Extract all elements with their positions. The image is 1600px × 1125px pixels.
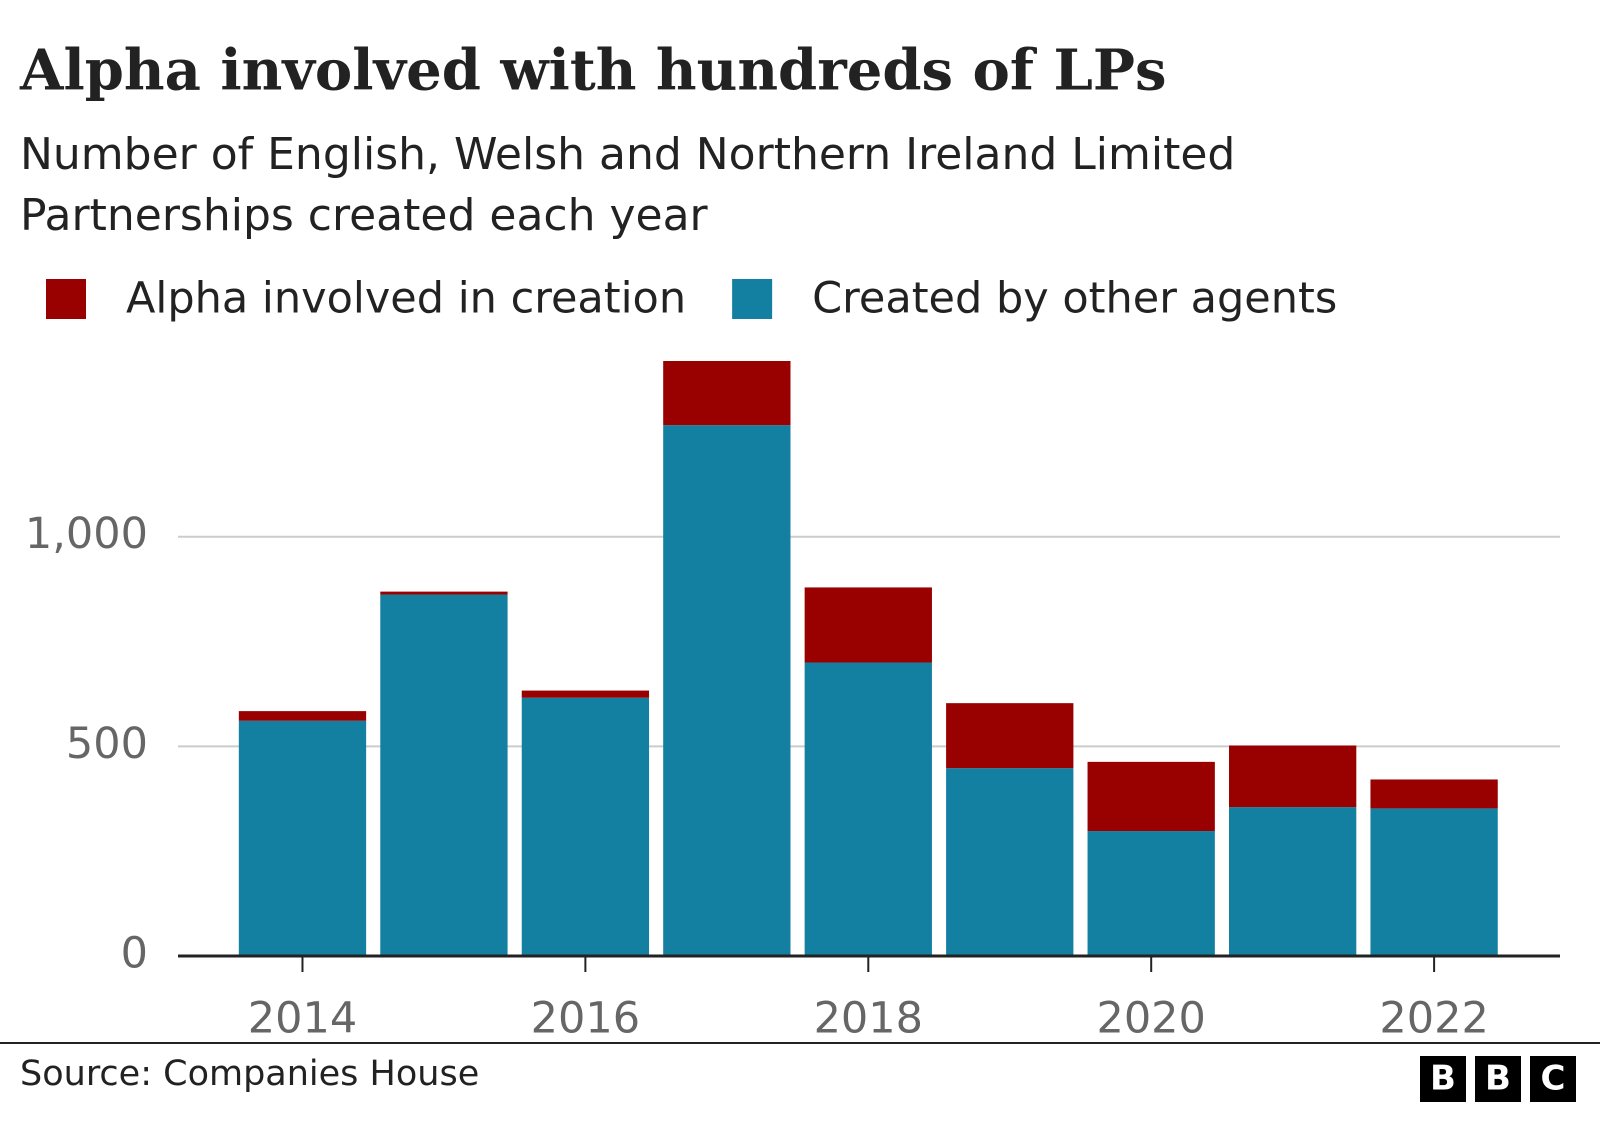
bar-segment xyxy=(380,594,508,956)
legend-swatch xyxy=(46,279,86,319)
x-tick-label: 2014 xyxy=(248,994,357,1044)
bar-segment xyxy=(804,662,932,956)
bar-segment xyxy=(946,768,1074,956)
bar-segment xyxy=(521,697,650,956)
chart-subtitle: Partnerships created each year xyxy=(20,190,709,241)
y-tick-label: 0 xyxy=(121,929,148,979)
x-tick-label: 2016 xyxy=(531,994,640,1044)
logo-letter: C xyxy=(1541,1059,1566,1099)
bar-segment xyxy=(380,591,508,595)
x-tick-label: 2020 xyxy=(1096,994,1205,1044)
x-tick-label: 2018 xyxy=(814,994,923,1044)
bar-segment xyxy=(804,587,932,663)
bar-segment xyxy=(663,425,791,957)
bar-segment xyxy=(1228,807,1357,956)
logo-box xyxy=(1530,1056,1576,1102)
logo-box xyxy=(1475,1056,1521,1102)
legend-swatch xyxy=(732,279,773,319)
chart-subtitle: Number of English, Welsh and Northern Ir… xyxy=(20,129,1235,180)
chart-title: Alpha involved with hundreds of LPs xyxy=(19,38,1166,104)
bar-segment xyxy=(663,360,791,426)
y-tick-label: 1,000 xyxy=(25,509,148,559)
bar-segment xyxy=(1370,808,1498,956)
logo-box xyxy=(1420,1056,1466,1102)
legend-label: Created by other agents xyxy=(812,274,1337,324)
bar-segment xyxy=(946,703,1074,769)
bar-segment xyxy=(238,711,367,721)
legend-label: Alpha involved in creation xyxy=(126,274,686,324)
y-tick-label: 500 xyxy=(66,719,148,769)
bar-segment xyxy=(1087,761,1215,832)
logo-letter: B xyxy=(1485,1059,1511,1099)
bar-segment xyxy=(1228,745,1357,808)
x-tick-label: 2022 xyxy=(1379,994,1488,1044)
bar-segment xyxy=(1370,779,1498,809)
bar-segment xyxy=(1087,831,1215,956)
source: Source: Companies House xyxy=(20,1054,479,1094)
bar-segment xyxy=(521,690,650,698)
bar-segment xyxy=(238,720,367,956)
logo-letter: B xyxy=(1430,1059,1456,1099)
